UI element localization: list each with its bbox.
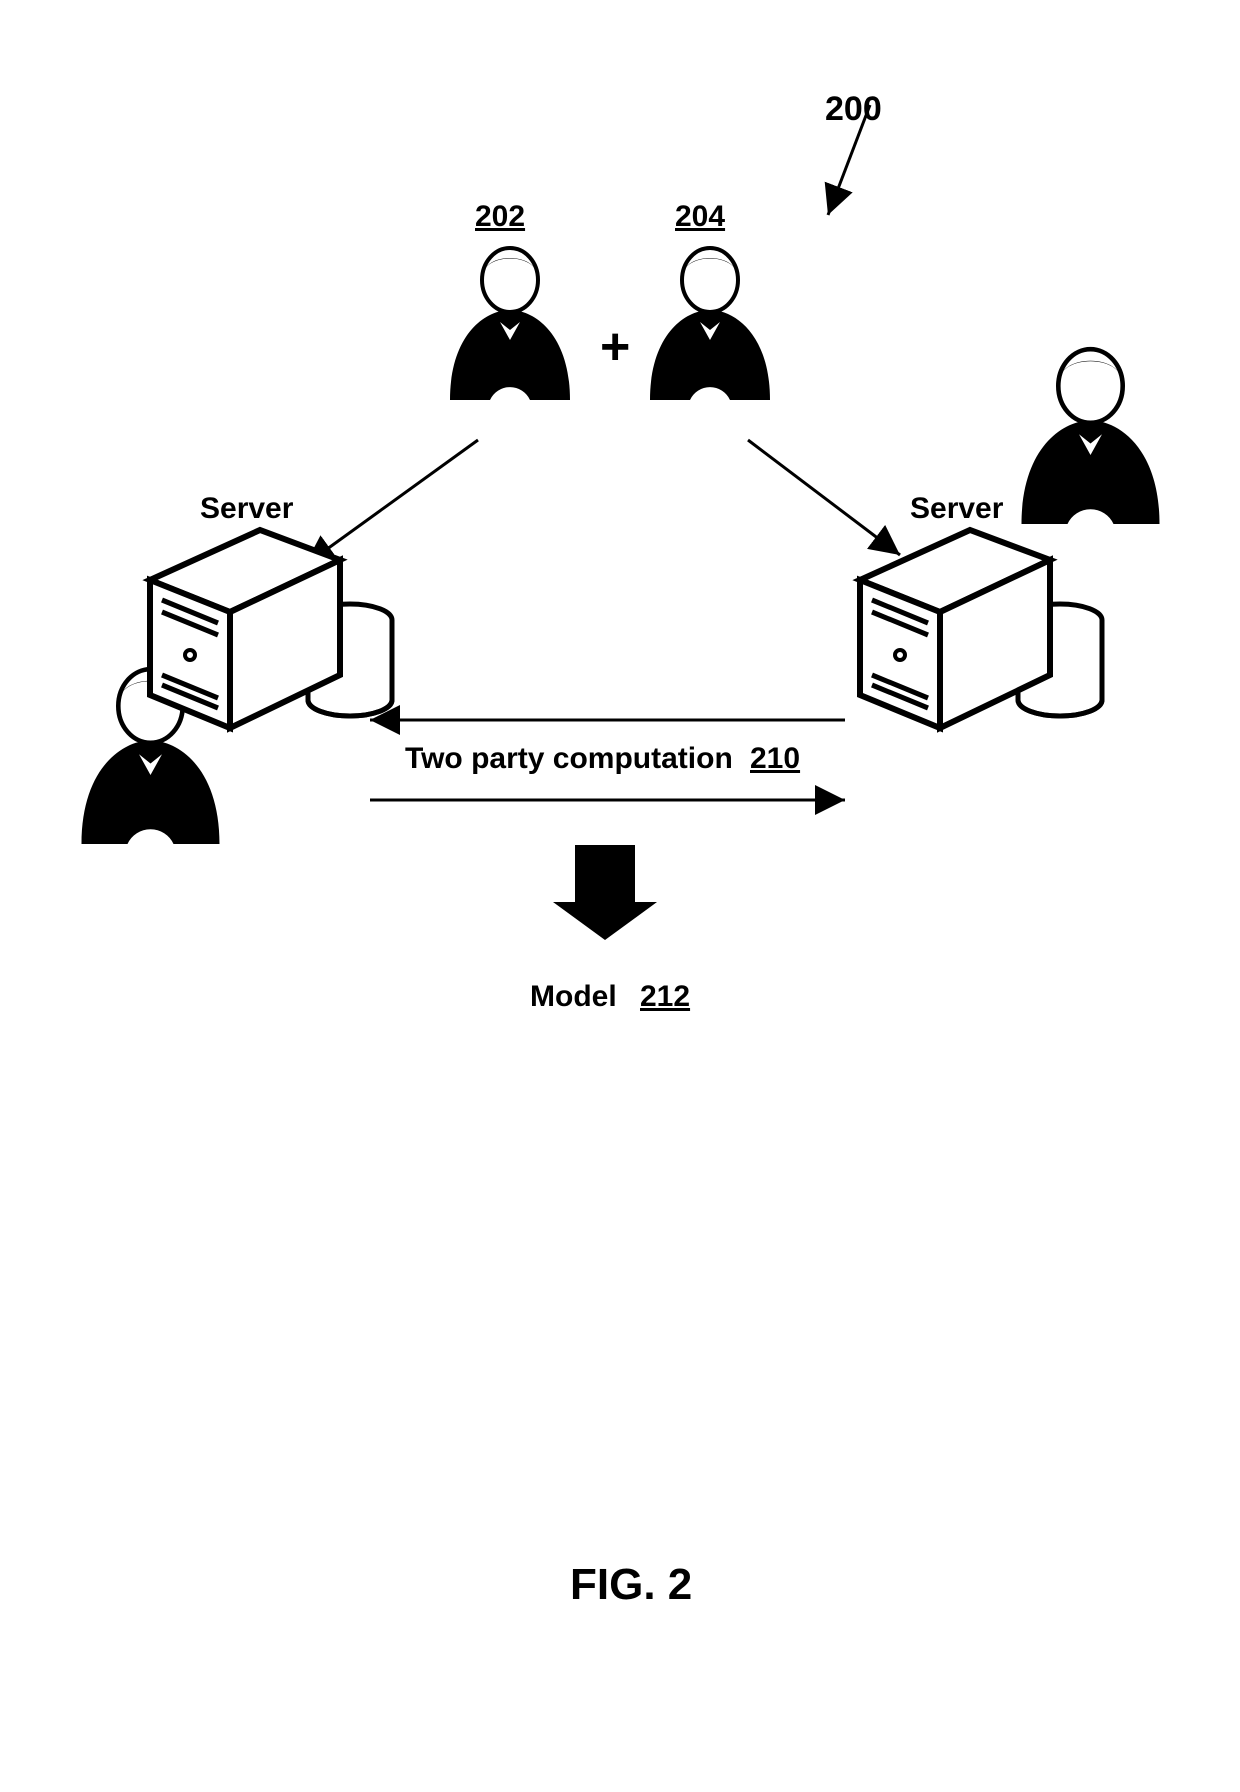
figure-canvas: 200 + 202 204 Server 206 Server 208 Two … [0,0,1240,1792]
diagram-svg [0,0,1240,1792]
